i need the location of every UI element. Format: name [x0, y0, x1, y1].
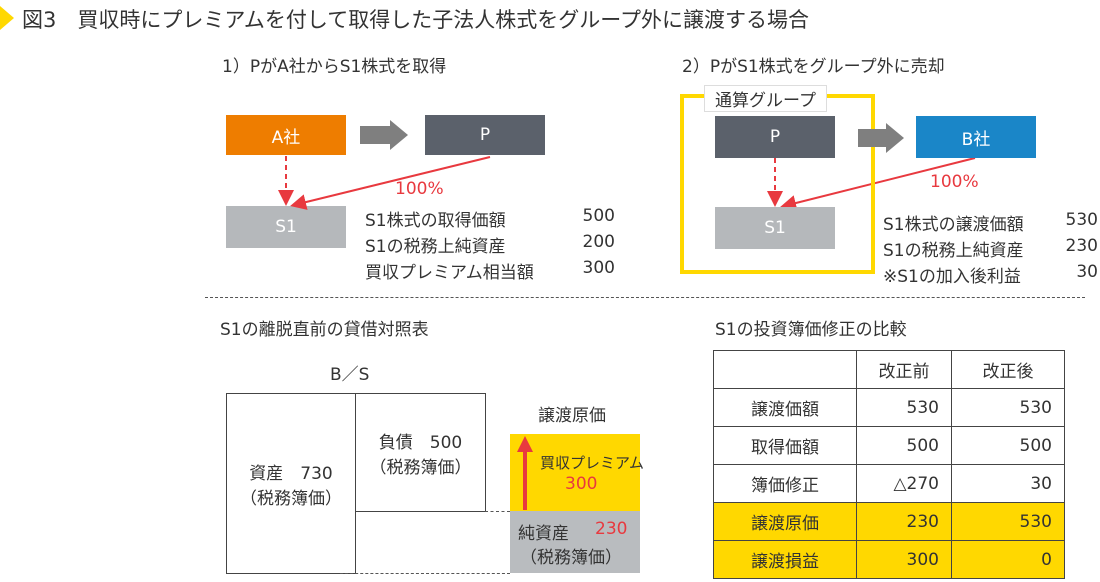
table-row: 取得価額 500 500: [713, 426, 1065, 465]
case1-row: 買収プレミアム相当額 300: [365, 258, 615, 283]
arrow-head: [886, 123, 904, 153]
net-label: 純資産: [518, 524, 569, 544]
case2-row: S1の税務上純資産 230: [883, 236, 1098, 261]
p-box: P: [425, 115, 545, 155]
table-row: 譲渡原価 230 530: [713, 502, 1065, 541]
case1-heading: 1）PがA社からS1株式を取得: [222, 57, 447, 77]
arrow-head: [390, 120, 408, 150]
arrow-right-icon: [858, 129, 886, 147]
group-label: 通算グループ: [704, 85, 827, 112]
arrow-right-icon: [360, 126, 390, 144]
a-company-box: A社: [226, 115, 346, 155]
ownership-arrow-2: [780, 157, 976, 211]
case1-row: S1の税務上純資産 200: [365, 232, 615, 257]
s1-box: S1: [226, 206, 346, 248]
case2-row: S1株式の譲渡価額 530: [883, 210, 1098, 235]
dotted-guide: [485, 511, 510, 512]
case2-row: ※S1の加入後利益 30: [883, 262, 1098, 287]
arrow-up-head: [517, 436, 533, 452]
p-box: P: [715, 116, 835, 158]
case1-row: S1株式の取得価額 500: [365, 206, 615, 231]
table-row: 簿価修正 △270 30: [713, 464, 1065, 503]
table-header-row: 改正前 改正後: [713, 350, 1065, 389]
net-assets-box: [510, 511, 640, 573]
table-heading: S1の投資簿価修正の比較: [715, 320, 907, 340]
s1-box: S1: [715, 207, 835, 249]
title-marker-icon: [0, 6, 14, 30]
case2-heading: 2）PがS1株式をグループ外に売却: [682, 57, 945, 77]
asset-box: 資産 730 （税務簿価）: [226, 393, 356, 574]
comparison-table: 改正前 改正後 譲渡価額 530 530 取得価額 500 500 簿価修正 △270 30 …: [713, 350, 1065, 579]
cost-label: 譲渡原価: [538, 406, 606, 426]
arrow-up-icon: [523, 450, 527, 510]
bs-heading: S1の離脱直前の貸借対照表: [220, 320, 429, 340]
b-company-box: B社: [916, 116, 1036, 158]
premium-label: 買収プレミアム: [540, 454, 644, 472]
liability-box: 負債 500 （税務簿価）: [355, 393, 486, 512]
ownership-pct: 100%: [930, 172, 979, 192]
net-value: 230: [595, 519, 628, 539]
premium-value: 300: [565, 474, 598, 494]
bs-label: B／S: [330, 365, 370, 385]
dotted-guide: [340, 573, 510, 574]
ownership-arrows: [278, 156, 976, 211]
figure-title: 図3 買収時にプレミアムを付して取得した子法人株式をグループ外に譲渡する場合: [22, 8, 809, 32]
net-sub: （税務簿価）: [520, 548, 622, 568]
table-row: 譲渡損益 300 0: [713, 540, 1065, 579]
ownership-arrow: [290, 156, 491, 210]
divider: [205, 297, 1085, 298]
table-row: 譲渡価額 530 530: [713, 388, 1065, 427]
ownership-pct: 100%: [395, 179, 444, 199]
